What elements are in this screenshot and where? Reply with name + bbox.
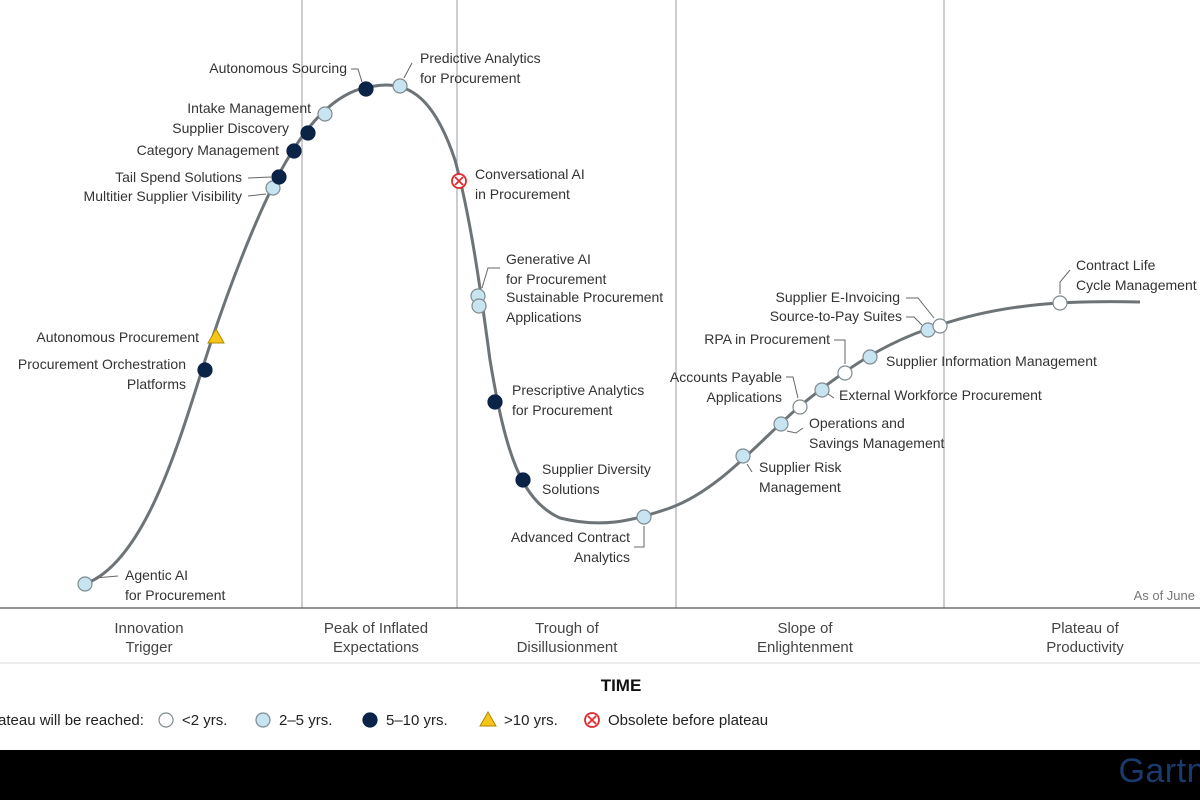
hype-curve	[84, 83, 1141, 586]
phase-label-innovation-trigger: Innovation Trigger	[114, 620, 183, 656]
technology-markers	[77, 78, 1068, 592]
phase-label-plateau-of-productivity: Plateau of Productivity	[1046, 620, 1124, 656]
marker-supplier-risk-management	[735, 448, 751, 464]
leader-supplier-e-invoicing	[906, 297, 935, 319]
label-external-workforce-procurement: External Workforce Procurement	[839, 387, 1042, 403]
label-accounts-payable-applications: Accounts Payable Applications	[670, 369, 782, 405]
legend-label-5to10: 5–10 yrs.	[386, 712, 448, 729]
legend-marker-gt10	[479, 710, 497, 727]
marker-rpa-in-procurement	[837, 365, 853, 381]
legend-label-2to5: 2–5 yrs.	[279, 712, 332, 729]
label-agentic-ai-for-procurement: Agentic AI for Procurement	[125, 567, 225, 603]
marker-accounts-payable-applications	[792, 399, 808, 415]
marker-sustainable-procurement-applications	[471, 298, 487, 314]
legend-marker-obsolete	[584, 712, 600, 728]
legend-label-gt10: >10 yrs.	[504, 712, 558, 729]
marker-procurement-orchestration-platforms	[197, 362, 213, 378]
leader-external-workforce-procurement	[827, 393, 835, 399]
marker-supplier-diversity-solutions	[515, 472, 531, 488]
label-procurement-orchestration-platforms: Procurement Orchestration Platforms	[18, 356, 186, 392]
label-supplier-diversity-solutions: Supplier Diversity Solutions	[542, 461, 651, 497]
label-operations-and-savings-management: Operations and Savings Management	[809, 415, 945, 451]
phase-dividers	[301, 0, 945, 608]
marker-agentic-ai-for-procurement	[77, 576, 93, 592]
legend-marker-5to10	[362, 712, 378, 728]
marker-intake-management	[317, 106, 333, 122]
label-category-management: Category Management	[137, 142, 280, 158]
as-of-note: As of June	[1134, 588, 1195, 603]
leader-multitier-supplier-visibility	[247, 193, 267, 197]
marker-external-workforce-procurement	[814, 382, 830, 398]
label-supplier-e-invoicing: Supplier E-Invoicing	[775, 289, 900, 305]
label-multitier-supplier-visibility: Multitier Supplier Visibility	[84, 188, 242, 204]
marker-conversational-ai-in-procurement	[451, 173, 467, 189]
legend-marker-lt2	[158, 712, 174, 728]
leader-operations-and-savings-management	[786, 427, 804, 434]
label-rpa-in-procurement: RPA in Procurement	[704, 331, 830, 347]
label-source-to-pay-suites: Source-to-Pay Suites	[770, 308, 902, 324]
brand-logo: Gartn	[1118, 752, 1200, 790]
legend-label-lt2: <2 yrs.	[182, 712, 227, 729]
hype-cycle-chart: Agentic AI for Procurement Procurement Orc…	[0, 0, 1200, 729]
marker-tail-spend-solutions	[271, 169, 287, 185]
label-sustainable-procurement-applications: Sustainable Procurement Applications	[506, 289, 663, 325]
marker-prescriptive-analytics-for-procurement	[487, 394, 503, 410]
label-predictive-analytics-for-procurement: Predictive Analytics for Procurement	[420, 50, 541, 86]
leader-predictive-analytics-for-procurement	[403, 62, 413, 79]
phase-label-trough-of-disillusionment: Trough of Disillusionment	[517, 620, 619, 656]
marker-supplier-discovery	[300, 125, 316, 141]
leader-advanced-contract-analytics	[634, 526, 645, 548]
leader-supplier-risk-management	[746, 463, 753, 473]
leader-source-to-pay-suites	[906, 316, 923, 326]
legend: ateau will be reached: <2 yrs. 2–5 yrs. 5–1…	[0, 710, 768, 729]
leader-accounts-payable-applications	[786, 376, 799, 399]
leader-generative-ai-for-procurement	[481, 267, 500, 289]
label-advanced-contract-analytics: Advanced Contract Analytics	[511, 529, 630, 565]
marker-autonomous-sourcing	[358, 81, 374, 97]
leader-tail-spend-solutions	[247, 176, 272, 179]
leader-agentic-ai-for-procurement	[94, 575, 119, 579]
marker-operations-and-savings-management	[773, 416, 789, 432]
label-generative-ai-for-procurement: Generative AI for Procurement	[506, 251, 606, 287]
phase-label-peak-of-inflated-expectations: Peak of Inflated Expectations	[324, 620, 428, 656]
label-autonomous-sourcing: Autonomous Sourcing	[209, 60, 347, 76]
label-contract-life-cycle-management: Contract Life Cycle Management	[1076, 257, 1197, 293]
marker-advanced-contract-analytics	[636, 509, 652, 525]
legend-label-obsolete: Obsolete before plateau	[608, 712, 768, 729]
technology-labels: Agentic AI for Procurement Procurement Orc…	[18, 50, 1197, 603]
marker-contract-life-cycle-management	[1052, 295, 1068, 311]
leader-rpa-in-procurement	[834, 339, 846, 364]
label-supplier-information-management: Supplier Information Management	[886, 353, 1097, 369]
marker-supplier-information-management	[862, 349, 878, 365]
leader-contract-life-cycle-management	[1059, 269, 1071, 294]
label-supplier-risk-management: Supplier Risk Management	[759, 459, 842, 495]
marker-autonomous-procurement	[207, 327, 225, 344]
label-autonomous-procurement: Autonomous Procurement	[36, 329, 199, 345]
x-axis-title: TIME	[601, 676, 642, 695]
marker-supplier-e-invoicing	[932, 318, 948, 334]
leader-autonomous-sourcing	[351, 68, 363, 83]
label-conversational-ai-in-procurement: Conversational AI in Procurement	[475, 166, 585, 202]
marker-category-management	[286, 143, 302, 159]
legend-prefix: ateau will be reached:	[0, 712, 144, 729]
label-leaders	[94, 62, 1071, 579]
marker-predictive-analytics-for-procurement	[392, 78, 408, 94]
label-tail-spend-solutions: Tail Spend Solutions	[115, 169, 242, 185]
phase-labels: Innovation Trigger Peak of Inflated Expecta…	[114, 620, 1124, 656]
legend-marker-2to5	[255, 712, 271, 728]
label-intake-management: Intake Management	[187, 100, 311, 116]
footer-bar: Gartn	[0, 750, 1200, 800]
label-prescriptive-analytics-for-procurement: Prescriptive Analytics for Procurement	[512, 382, 644, 418]
label-supplier-discovery: Supplier Discovery	[172, 120, 289, 136]
phase-label-slope-of-enlightenment: Slope of Enlightenment	[757, 620, 854, 656]
